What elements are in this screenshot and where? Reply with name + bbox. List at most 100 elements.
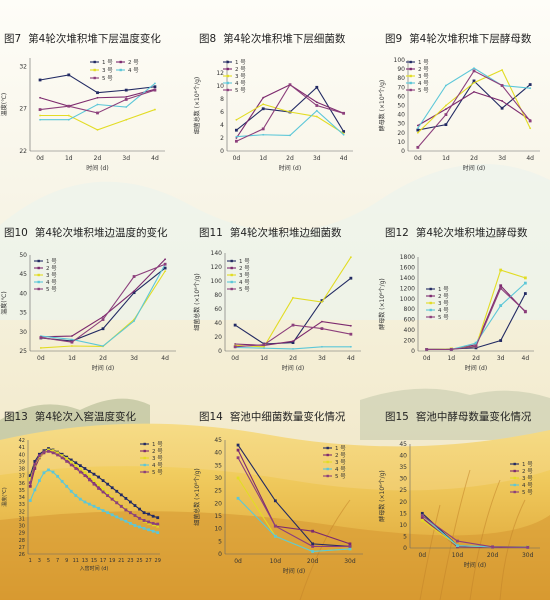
data-point (88, 474, 91, 478)
data-point (115, 501, 119, 505)
y-tick-label: 40 (214, 450, 222, 457)
data-point (416, 131, 419, 134)
data-point (115, 515, 119, 519)
y-tick-label: 30 (399, 476, 407, 483)
legend-marker (230, 259, 233, 263)
series-line (421, 512, 528, 548)
data-point (320, 299, 324, 302)
data-point (133, 524, 137, 527)
y-tick-label: 40 (397, 112, 405, 119)
data-point (110, 497, 114, 501)
data-point (526, 545, 530, 549)
y-tick-label: 35 (399, 464, 407, 471)
y-tick-label: 4 (220, 122, 224, 129)
x-tick-label: 19 (109, 558, 115, 564)
legend-marker (230, 273, 233, 277)
data-point (33, 467, 37, 470)
data-point (291, 323, 295, 327)
y-tick-label: 100 (211, 278, 223, 285)
y-tick-label: 22 (19, 148, 27, 155)
y-tick-label: 0 (401, 148, 405, 155)
y-tick-label: 5 (403, 533, 407, 540)
data-point (106, 492, 110, 495)
legend-label: 5 号 (438, 314, 449, 321)
data-point (273, 524, 277, 528)
legend-marker (37, 287, 40, 291)
data-point (97, 487, 100, 490)
data-point (473, 81, 475, 84)
data-point (42, 471, 46, 475)
x-tick-label: 3d (122, 155, 130, 162)
legend-marker (93, 68, 96, 72)
data-point (47, 448, 50, 452)
y-tick-label: 0 (403, 545, 407, 552)
data-point (65, 457, 69, 460)
data-point (142, 526, 146, 530)
data-point (78, 469, 82, 473)
x-tick-label: 5 (47, 558, 50, 564)
y-tick-label: 27 (19, 545, 25, 551)
data-point (125, 106, 128, 108)
y-tick-label: 50 (397, 103, 405, 110)
data-point (33, 459, 37, 463)
legend-marker (326, 467, 329, 471)
data-point (33, 462, 37, 466)
x-tick-label: 27 (145, 558, 151, 564)
data-point (28, 484, 32, 488)
data-point (425, 348, 429, 351)
y-axis-label: 酵母数 (×10⁶个/g) (378, 278, 386, 330)
y-tick-label: 25 (399, 487, 407, 494)
y-tick-label: 1400 (400, 275, 415, 282)
fig8-chart: 0 2 4 6 8 10 12 0d 1d 2d 3d 4d 时间 (d) 细菌总数 (×10⁸个/g) 1… (193, 59, 353, 172)
y-tick-label: 30 (19, 329, 27, 336)
x-tick-label: 1d (442, 155, 450, 162)
x-tick-label: 3d (497, 355, 505, 362)
data-point (124, 497, 128, 500)
legend-label: 4 号 (235, 80, 246, 87)
legend-label: 3 号 (418, 73, 429, 80)
data-point (124, 508, 128, 512)
series-line (237, 497, 350, 553)
x-axis-label: 时间 (d) (279, 164, 301, 172)
fig7-title: 图7 第4轮次堆积堆下层温度变化 (4, 33, 161, 45)
data-point (102, 345, 104, 347)
data-point (92, 504, 96, 508)
data-point (124, 519, 128, 523)
y-tick-label: 10 (397, 139, 405, 146)
legend-marker (230, 287, 233, 291)
data-point (110, 496, 114, 500)
x-tick-label: 1d (259, 155, 267, 162)
data-point (523, 309, 527, 313)
data-point (263, 345, 265, 348)
x-tick-label: 7 (56, 558, 59, 564)
y-tick-label: 25 (19, 348, 27, 355)
fig15-title: 图15 窖池中酵母数量变化情况 (385, 411, 532, 423)
legend-label: 5 号 (235, 87, 246, 94)
data-point (311, 542, 315, 546)
data-point (78, 470, 82, 474)
data-point (110, 513, 114, 517)
data-point (129, 500, 132, 504)
data-point (74, 494, 78, 497)
data-point (28, 499, 32, 502)
y-tick-label: 28 (19, 538, 25, 544)
data-point (349, 324, 352, 327)
fig10-chart: 25 30 35 40 45 50 0d 1d 2d 3d 4d 时间 (d) 温度(℃) 1 号2 号3… (0, 252, 176, 372)
data-point (499, 284, 503, 288)
data-point (235, 137, 238, 139)
data-point (39, 347, 42, 349)
data-point (523, 292, 527, 295)
data-point (101, 490, 105, 494)
data-point (101, 479, 105, 483)
y-tick-label: 40 (19, 452, 25, 458)
legend-label: 1 号 (46, 258, 57, 265)
data-point (96, 103, 99, 106)
y-tick-label: 1000 (400, 296, 415, 303)
data-point (101, 487, 105, 491)
data-point (37, 452, 41, 456)
x-tick-label: 21 (118, 558, 124, 564)
data-point (233, 323, 237, 327)
x-tick-label: 4d (340, 155, 348, 162)
data-point (101, 318, 105, 321)
legend-label: 2 号 (152, 448, 163, 455)
